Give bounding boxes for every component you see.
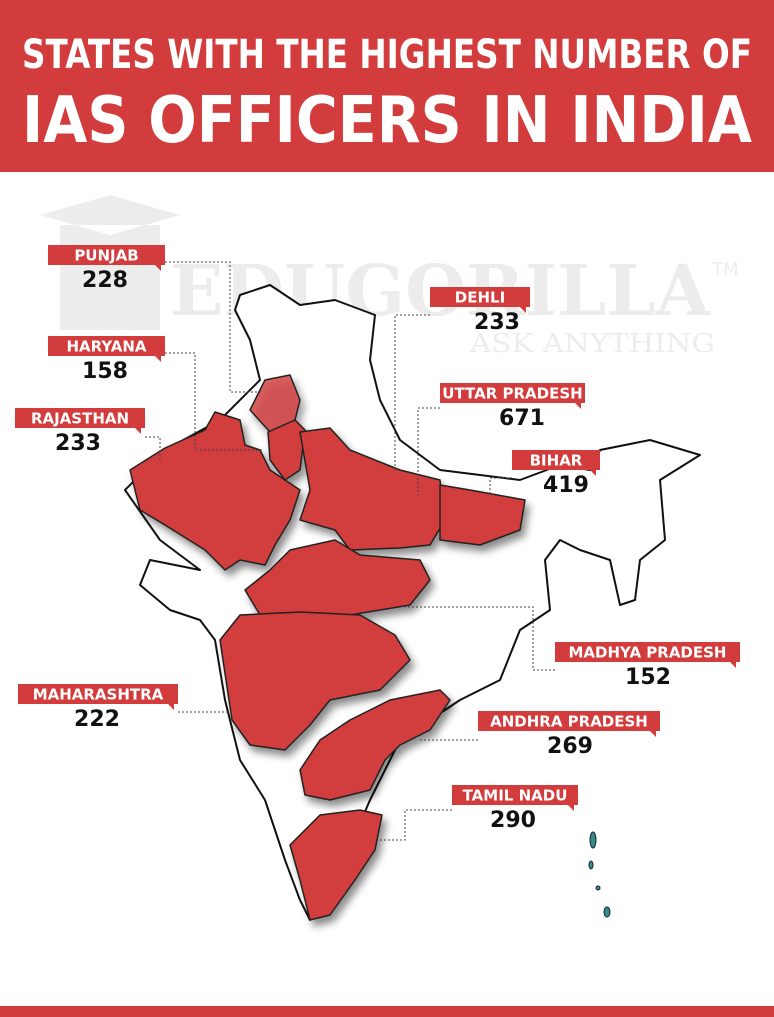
state-uttar-pradesh xyxy=(299,427,446,551)
highlighted-states xyxy=(129,374,526,921)
title-line-1: STATES WITH THE HIGHEST NUMBER OF xyxy=(22,32,752,78)
officer-count: 233 xyxy=(55,431,101,456)
watermark-tagline: ASK ANYTHING xyxy=(469,329,715,359)
state-labels: PUNJAB 228 HARYANA 158 RAJASTHAN 233 DEHLI 233 U… xyxy=(15,245,740,841)
officer-count: 222 xyxy=(74,707,120,732)
state-name: MADHYA PRADESH xyxy=(568,644,726,662)
officer-count: 152 xyxy=(625,665,671,690)
leader-line xyxy=(417,407,440,495)
officer-count: 671 xyxy=(499,406,545,431)
leader-line xyxy=(489,477,512,495)
state-name: BIHAR xyxy=(530,452,583,470)
header-band xyxy=(0,0,774,172)
leader-line xyxy=(378,809,452,841)
leader-line xyxy=(165,261,262,393)
state-name: HARYANA xyxy=(66,338,146,356)
state-name: DEHLI xyxy=(455,289,505,307)
label-tag xyxy=(430,287,530,313)
label-tag xyxy=(512,450,600,476)
officer-count: 419 xyxy=(543,473,589,498)
state-name: ANDHRA PRADESH xyxy=(490,713,648,731)
state-name: PUNJAB xyxy=(74,247,138,265)
state-bihar xyxy=(439,484,526,546)
officer-count: 269 xyxy=(547,734,593,759)
label-tag xyxy=(18,684,178,710)
officer-count: 228 xyxy=(82,268,128,293)
state-name: TAMIL NADU xyxy=(463,787,568,805)
label-tag xyxy=(15,408,145,434)
officer-count: 290 xyxy=(490,808,536,833)
label-tag xyxy=(478,711,660,737)
footer-band xyxy=(0,1006,774,1017)
officer-count: 158 xyxy=(82,359,128,384)
leader-line xyxy=(405,606,555,671)
label-tag xyxy=(555,642,740,668)
label-tag xyxy=(440,383,585,409)
state-name: MAHARASHTRA xyxy=(33,686,164,704)
label-tag xyxy=(452,785,578,811)
state-name: UTTAR PRADESH xyxy=(442,385,582,403)
leader-line xyxy=(165,352,262,451)
state-rajasthan xyxy=(129,411,301,571)
state-tamil-nadu xyxy=(289,809,383,921)
label-tag xyxy=(48,245,165,271)
state-maharashtra xyxy=(219,611,411,751)
state-haryana xyxy=(267,419,306,481)
watermark-mark: TM xyxy=(711,259,739,280)
watermark: EDUGORILLA TM ASK ANYTHING xyxy=(40,195,739,359)
islands xyxy=(588,831,611,918)
officer-count: 233 xyxy=(474,310,520,335)
state-name: RAJASTHAN xyxy=(31,410,129,428)
title-line-2: IAS OFFICERS IN INDIA xyxy=(22,84,752,158)
leader-line xyxy=(145,436,161,462)
label-tag xyxy=(48,336,165,362)
state-andhra-pradesh xyxy=(299,689,451,801)
